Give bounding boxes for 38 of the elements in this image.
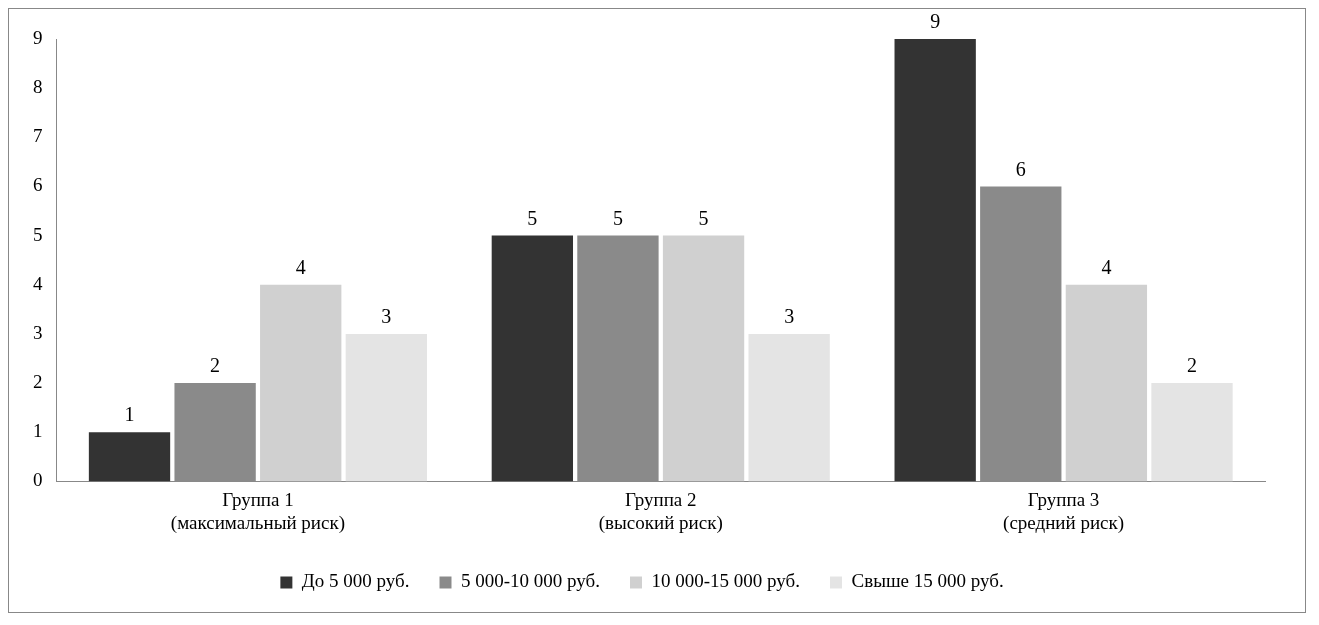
bar bbox=[894, 39, 976, 482]
data-label: 6 bbox=[1015, 157, 1026, 180]
y-tick-label: 6 bbox=[33, 174, 43, 196]
data-label: 2 bbox=[1186, 354, 1197, 377]
x-tick-label: Группа 2 (высокий риск) bbox=[598, 488, 723, 534]
x-tick-label: Группа 3 (средний риск) bbox=[1003, 488, 1125, 534]
y-tick-label: 0 bbox=[33, 469, 43, 491]
data-label: 5 bbox=[527, 206, 538, 229]
bar bbox=[1151, 383, 1233, 482]
data-label: 5 bbox=[612, 206, 623, 229]
data-label: 4 bbox=[1101, 256, 1112, 279]
bar bbox=[491, 235, 574, 482]
bar bbox=[748, 333, 830, 482]
data-label: 3 bbox=[381, 305, 392, 328]
bar bbox=[345, 333, 427, 482]
data-label: 4 bbox=[295, 256, 306, 279]
y-tick-label: 1 bbox=[33, 420, 43, 442]
data-label: 2 bbox=[210, 354, 221, 377]
y-tick-label: 7 bbox=[33, 125, 43, 147]
legend-label: Свыше 15 000 руб. bbox=[851, 570, 1004, 592]
data-label: 5 bbox=[698, 206, 709, 229]
legend-label: До 5 000 руб. bbox=[301, 570, 410, 592]
y-tick-label: 9 bbox=[33, 26, 43, 48]
y-tick-label: 4 bbox=[33, 272, 43, 294]
data-label: 9 bbox=[930, 10, 941, 33]
data-label: 3 bbox=[784, 305, 795, 328]
y-tick-label: 8 bbox=[33, 76, 43, 98]
bar bbox=[88, 432, 171, 482]
legend-label: 5 000-10 000 руб. bbox=[461, 570, 600, 592]
bar bbox=[1065, 284, 1148, 482]
y-tick-label: 3 bbox=[33, 321, 43, 343]
bar bbox=[260, 284, 342, 482]
y-tick-label: 5 bbox=[33, 223, 43, 245]
x-tick-label: Группа 1 (максимальный риск) bbox=[170, 488, 345, 534]
y-tick-label: 2 bbox=[33, 371, 43, 393]
legend-label: 10 000-15 000 руб. bbox=[651, 570, 800, 592]
bar bbox=[662, 235, 745, 482]
data-label: 1 bbox=[124, 403, 135, 426]
